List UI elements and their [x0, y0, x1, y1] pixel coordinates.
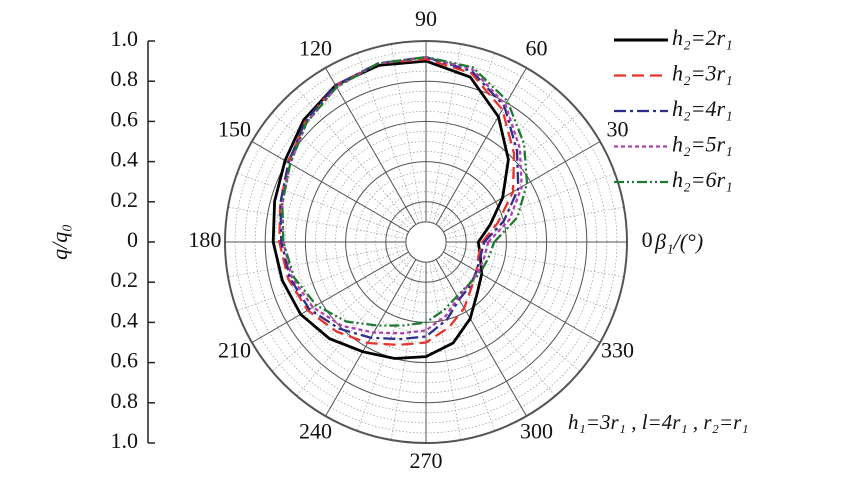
series-line — [271, 59, 510, 360]
theta-axis-label: β₁/(°) — [654, 229, 703, 254]
minor-spoke — [227, 245, 407, 278]
y-tick-label: 0.4 — [111, 147, 139, 172]
y-tick-label: 0 — [127, 227, 138, 252]
minor-spoke — [356, 260, 420, 431]
spoke — [443, 251, 601, 343]
minor-spoke — [237, 248, 408, 312]
minor-spoke — [356, 53, 420, 224]
minor-spoke — [445, 245, 625, 278]
minor-spoke — [438, 257, 556, 397]
legend-label: h₂=5r₁ — [672, 132, 733, 157]
theta-tick-label: 90 — [415, 6, 437, 31]
theta-tick-label: 150 — [218, 116, 251, 141]
minor-spoke — [227, 206, 407, 239]
minor-spoke — [271, 112, 411, 230]
spoke — [251, 251, 409, 343]
minor-spoke — [429, 261, 462, 441]
legend-label: h₂=4r₁ — [672, 96, 733, 121]
minor-spoke — [296, 257, 414, 397]
legend-label: h₂=6r₁ — [672, 167, 733, 192]
minor-spoke — [444, 248, 615, 312]
series-line — [281, 55, 529, 327]
minor-spoke — [237, 172, 408, 236]
minor-spoke — [432, 260, 496, 431]
minor-spoke — [432, 53, 496, 224]
theta-tick-label: 30 — [606, 116, 628, 141]
minor-spoke — [390, 43, 423, 223]
minor-spoke — [441, 254, 581, 372]
spoke — [325, 67, 417, 225]
theta-tick-label: 330 — [601, 338, 634, 363]
theta-tick-label: 210 — [218, 338, 251, 363]
y-axis-label: q/q₀ — [47, 224, 72, 260]
theta-tick-label: 120 — [299, 36, 332, 61]
annotation: h₁=3r₁ , l=4r₁ , r₂=r₁ — [568, 410, 749, 434]
y-tick-label: 0.2 — [111, 187, 139, 212]
y-tick-label: 0.8 — [111, 388, 139, 413]
minor-spoke — [445, 206, 625, 239]
center-hole — [405, 221, 447, 263]
theta-tick-label: 60 — [526, 36, 548, 61]
y-tick-label: 0.6 — [111, 106, 139, 131]
spoke — [435, 259, 527, 417]
legend-label: h₂=3r₁ — [672, 61, 733, 86]
series-line — [281, 55, 523, 335]
minor-spoke — [429, 43, 462, 223]
y-tick-label: 0.2 — [111, 267, 139, 292]
minor-spoke — [444, 172, 615, 236]
spoke — [251, 141, 409, 233]
theta-tick-label: 0 — [642, 227, 653, 252]
minor-spoke — [390, 261, 423, 441]
y-tick-label: 0.6 — [111, 348, 139, 373]
theta-tick-label: 270 — [410, 448, 443, 473]
theta-tick-label: 240 — [299, 419, 332, 444]
series-line — [278, 57, 516, 347]
minor-spoke — [438, 87, 556, 227]
legend-label: h₂=2r₁ — [672, 25, 733, 50]
series-line — [279, 55, 520, 341]
theta-tick-label: 300 — [520, 419, 553, 444]
y-tick-label: 1.0 — [111, 26, 139, 51]
theta-tick-label: 180 — [188, 227, 221, 252]
minor-spoke — [271, 254, 411, 372]
y-tick-label: 0.4 — [111, 307, 139, 332]
spoke — [435, 67, 527, 225]
y-tick-label: 0.8 — [111, 66, 139, 91]
minor-spoke — [441, 112, 581, 230]
y-tick-label: 1.0 — [111, 428, 139, 453]
